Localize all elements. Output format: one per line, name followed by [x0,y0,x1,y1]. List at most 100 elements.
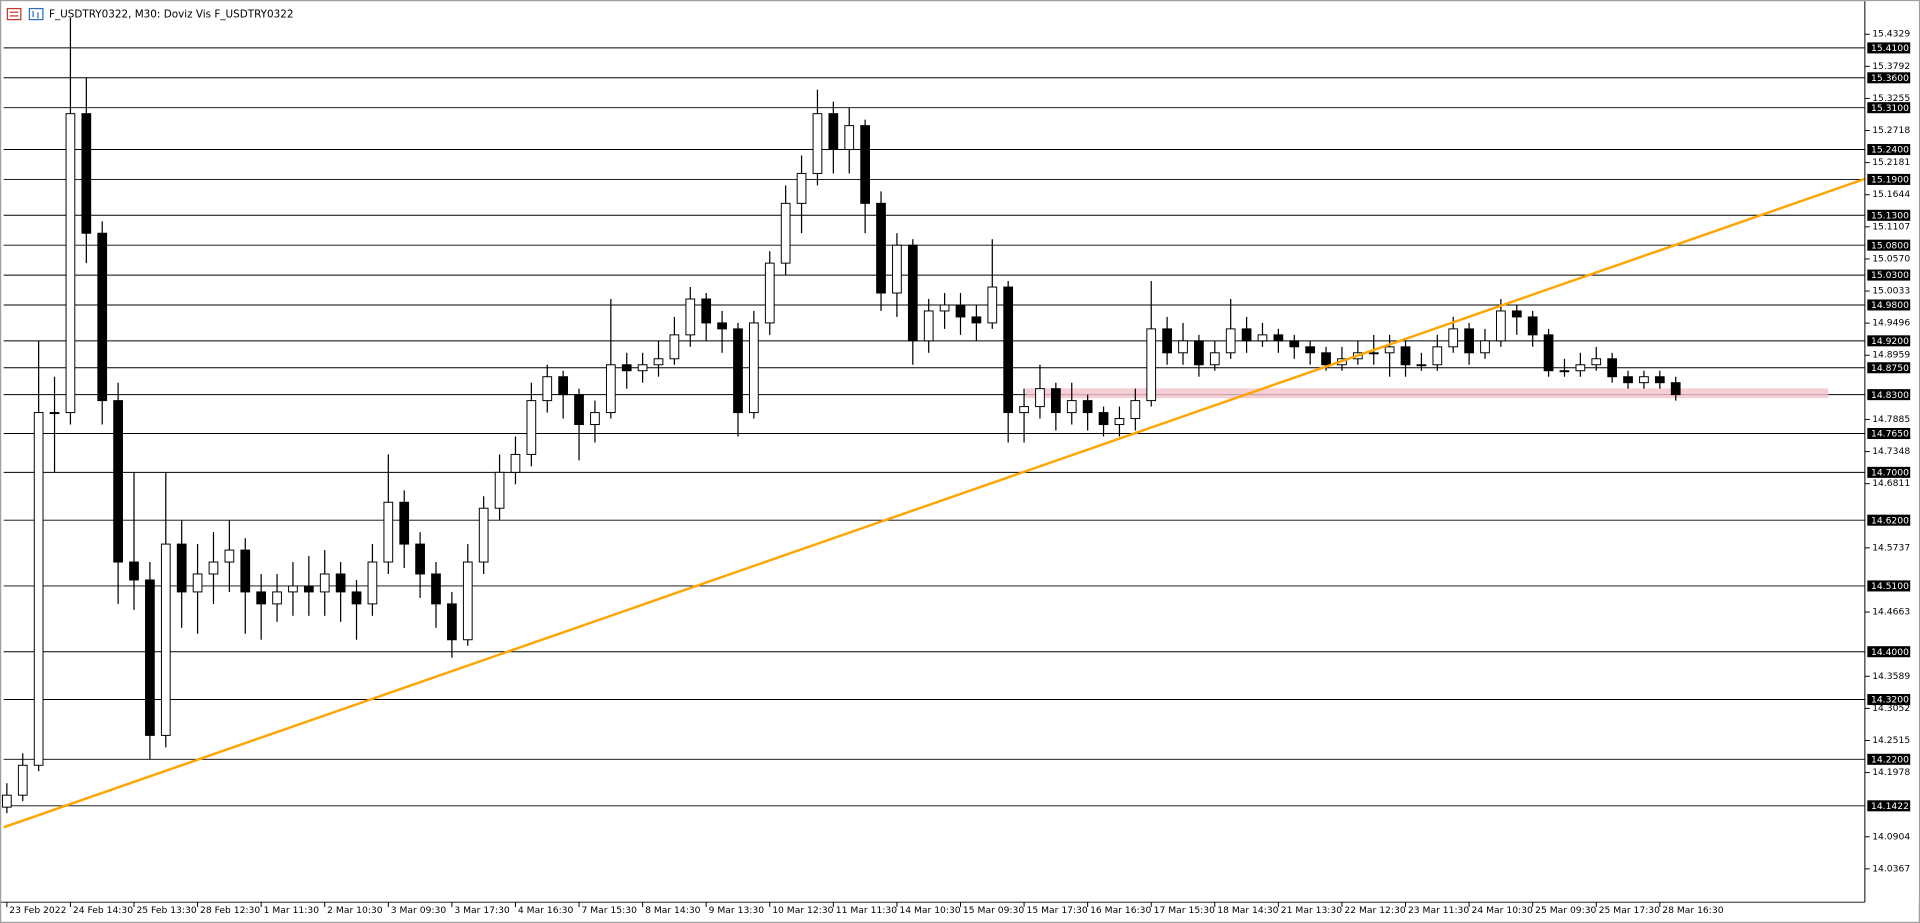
x-tick-label: 17 Mar 15:30 [1154,905,1215,916]
x-tick-label: 4 Mar 16:30 [518,905,574,916]
candle-body [828,113,839,151]
candle-body [876,202,886,294]
candle-body [987,286,998,324]
candle-body [478,507,489,563]
candle-body [764,262,775,324]
candle-body [288,585,298,593]
level-label-box [1867,269,1911,281]
x-tick-label: 18 Mar 14:30 [1217,905,1278,916]
y-tick-label: 14.0367 [1872,863,1910,874]
x-tick-label: 21 Mar 13:30 [1281,905,1342,916]
icon-window[interactable] [28,7,44,21]
x-tick-label: 25 Mar 17:30 [1599,905,1660,916]
candle-body [224,549,235,563]
candle-body [1464,328,1474,354]
y-tick-label: 15.2718 [1872,125,1910,136]
y-tick-label: 14.5737 [1872,542,1910,553]
candle-body [558,376,569,396]
level-label: 15.1300 [1871,210,1909,221]
candle-body [1162,328,1172,354]
candle-body [1416,364,1427,367]
level-label-box [1867,173,1911,185]
x-tick-label: 11 Mar 11:30 [836,905,897,916]
level-label-box [1867,646,1911,658]
level-label: 14.1422 [1871,801,1909,812]
candle-body [526,400,537,455]
candle-body [844,125,855,151]
level-label: 15.0800 [1871,240,1909,251]
candle-body [669,334,680,360]
candle-body [49,412,60,415]
candle-body [335,573,346,593]
candle-body [367,561,378,605]
candle-body [1448,328,1459,348]
candle-body [303,585,314,593]
candle-body [621,364,632,372]
level-label-box [1867,362,1911,374]
candle-body [1654,376,1665,384]
y-tick-label: 15.2181 [1872,157,1910,168]
level-label-box [1867,42,1911,54]
candle-body [780,202,791,264]
x-tick-label: 15 Mar 09:30 [963,905,1024,916]
candle-body [1,794,12,808]
x-tick-label: 24 Feb 14:30 [73,905,133,916]
candle-body [256,591,267,605]
icon-menu[interactable] [6,7,22,21]
level-label-box [1867,800,1911,812]
candle-body [145,579,155,736]
candle-body [1384,346,1395,354]
level-label-box [1867,514,1911,526]
candle-body [574,394,584,426]
level-label: 15.2400 [1871,145,1909,156]
candle-body [1543,334,1554,372]
y-tick-label: 15.1107 [1872,221,1910,232]
candle-body [1559,370,1570,373]
x-tick-label: 14 Mar 10:30 [899,905,960,916]
level-label-box [1867,694,1911,706]
candle-body [1146,328,1157,402]
candle-body [1194,340,1204,366]
y-tick-label: 14.7348 [1872,446,1910,457]
candle-body [240,549,251,593]
x-tick-label: 23 Mar 11:30 [1408,905,1469,916]
level-label: 15.3100 [1871,103,1909,114]
candle-body [1639,376,1649,384]
candle-body [1511,310,1522,318]
level-label: 14.5100 [1871,581,1909,592]
candle-body [1607,358,1618,378]
level-label: 15.4100 [1871,43,1909,54]
candle-body [605,364,616,414]
level-label: 14.7650 [1871,429,1909,440]
candle-body [272,591,282,605]
candle-body [1066,400,1077,414]
candle-body [383,501,394,563]
candle-body [1368,352,1379,355]
x-tick-label: 16 Mar 16:30 [1090,905,1151,916]
trend-line [3,177,1866,829]
level-label-box [1867,102,1911,114]
level-label-box [1867,389,1911,401]
x-tick-label: 23 Feb 2022 [9,905,66,916]
candle-body [81,113,92,234]
level-label: 14.8750 [1871,363,1909,374]
level-label-box [1867,144,1911,156]
candle-body [1496,310,1506,342]
candle-body [113,400,123,563]
level-label: 14.4000 [1871,647,1909,658]
candle-body [1003,286,1014,414]
candle-body [653,358,664,366]
candle-body [1480,340,1490,354]
y-tick-label: 15.3792 [1872,61,1910,72]
level-label: 15.1900 [1871,175,1909,186]
candle-body [1623,376,1633,384]
candle-body [685,298,696,336]
candle-body [1082,400,1093,414]
candle-body [1289,340,1300,348]
y-tick-label: 15.0570 [1872,253,1910,264]
candle-body [494,471,505,509]
level-label-box [1867,239,1911,251]
candle-body [415,543,425,575]
y-tick-label: 14.9496 [1872,318,1910,329]
